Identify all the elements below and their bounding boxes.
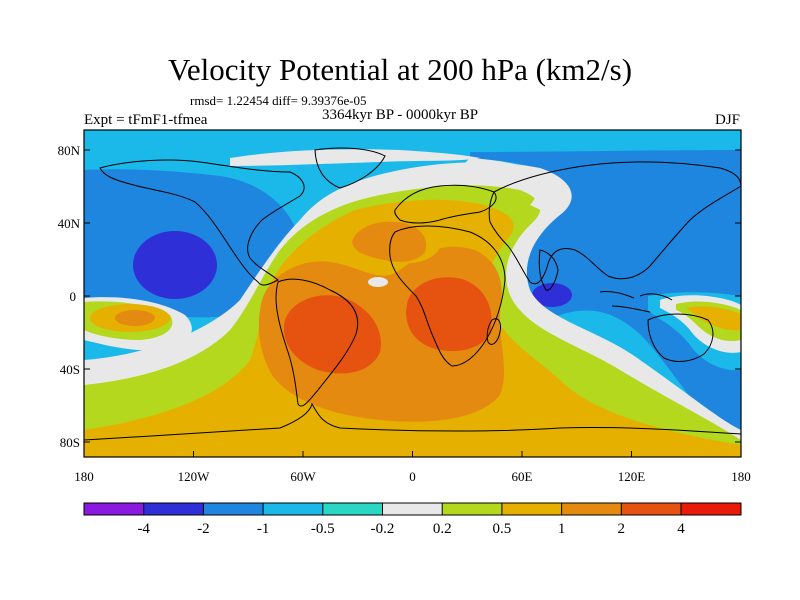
coast-madagascar (486, 318, 501, 345)
colorbar-label-2: -1 (257, 521, 270, 537)
ylabel-0: 0 (70, 289, 77, 304)
stats-label: rmsd= 1.22454 diff= 9.39376e-05 (190, 93, 367, 108)
colorbar-label-6: 0.5 (493, 521, 512, 537)
xlabel-180e: 180 (731, 469, 751, 484)
xlabel-60w: 60W (290, 469, 316, 484)
coast-australia (647, 313, 714, 362)
ylabel-40s: 40S (60, 362, 80, 377)
coast-africa (389, 225, 506, 367)
experiment-label: Expt = tFmF1-tfmea (84, 112, 208, 128)
coast-south-america (275, 278, 359, 407)
coastlines (84, 147, 741, 441)
colorbar-swatch-1 (143, 503, 204, 515)
colorbar-label-9: 4 (677, 521, 685, 537)
colorbar-swatch-7 (501, 503, 562, 515)
y-axis-labels: 80N 40N 0 40S 80S (58, 143, 81, 450)
field-spac-orange (115, 310, 155, 326)
coast-antarctica (84, 402, 741, 441)
colorbar-swatch-5 (382, 503, 443, 515)
colorbar-swatch-4 (322, 503, 383, 515)
coast-asia (488, 161, 741, 285)
coast-greenland (314, 147, 386, 189)
colorbar-swatch-10 (681, 503, 741, 515)
colorbar: -4 -2 -1 -0.5 -0.2 0.2 0.5 1 2 4 (83, 502, 742, 537)
coast-north-america (99, 159, 305, 286)
plot-title: Velocity Potential at 200 hPa (km2/s) (167, 52, 633, 87)
field-atlantic-hole (368, 277, 388, 287)
colorbar-label-5: 0.2 (433, 521, 452, 537)
ylabel-80n: 80N (58, 143, 81, 158)
colorbar-swatch-2 (203, 503, 264, 515)
colorbar-label-4: -0.2 (371, 521, 395, 537)
ylabel-40n: 40N (58, 216, 81, 231)
colorbar-label-3: -0.5 (311, 521, 335, 537)
tick-marks (83, 149, 742, 457)
colorbar-label-8: 2 (618, 521, 626, 537)
field-aus-yellow (686, 306, 741, 331)
colorbar-swatch-0 (84, 503, 144, 515)
colorbar-swatch-6 (442, 503, 502, 515)
colorbar-label-7: 1 (558, 521, 566, 537)
xlabel-180w: 180 (74, 469, 94, 484)
colorbar-dividers (143, 503, 682, 515)
x-axis-labels: 180 120W 60W 0 60E 120E 180 (74, 469, 751, 484)
colorbar-swatch-9 (621, 503, 681, 515)
xlabel-120w: 120W (178, 469, 211, 484)
coast-india (538, 249, 559, 291)
colorbar-swatch-3 (263, 503, 323, 515)
season-label: DJF (714, 112, 740, 128)
xlabel-120e: 120E (618, 469, 646, 484)
xlabel-60e: 60E (512, 469, 533, 484)
colorbar-label-1: -2 (197, 521, 210, 537)
colorbar-label-0: -4 (137, 521, 150, 537)
colorbar-swatch-8 (561, 503, 622, 515)
coast-europe (394, 184, 497, 224)
period-label: 3364kyr BP - 0000kyr BP (322, 107, 479, 123)
field-europe-white (460, 158, 560, 212)
ylabel-80s: 80S (60, 435, 80, 450)
field-pacific-low (133, 231, 217, 299)
field-natl-orange (352, 221, 427, 262)
xlabel-0: 0 (409, 469, 416, 484)
colorbar-frame (83, 502, 742, 516)
contour-field (84, 130, 741, 457)
coast-indonesia (599, 291, 673, 313)
field-africa-core (406, 277, 492, 352)
field-arctic-streak (230, 149, 480, 166)
field-indian-low (532, 283, 572, 307)
